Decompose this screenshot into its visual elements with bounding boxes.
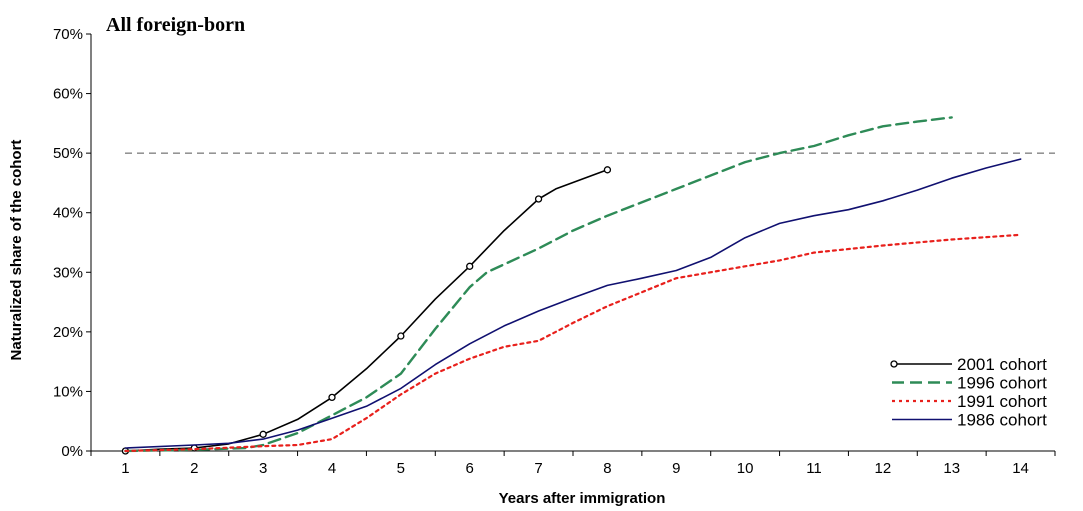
chart-title: All foreign-born	[106, 14, 245, 36]
legend-label: 1986 cohort	[957, 411, 1047, 430]
x-tick-label: 8	[603, 460, 611, 477]
legend-item: 1986 cohort	[892, 411, 1047, 430]
data-point-marker	[534, 195, 543, 203]
x-tick-label: 9	[672, 460, 680, 477]
y-tick-label: 70%	[53, 26, 83, 43]
y-tick-label: 30%	[53, 264, 83, 281]
y-tick-label: 40%	[53, 205, 83, 222]
axes: 0%10%20%30%40%50%60%70%1 2 3 4 5 6 7 8 9 10 11 12 13…	[53, 26, 1056, 477]
x-tick-label: 3	[259, 460, 267, 477]
x-tick-label: 6	[466, 460, 474, 477]
legend-item: 1991 cohort	[892, 392, 1047, 411]
x-tick-label: 12	[875, 460, 892, 477]
y-tick-label: 0%	[61, 443, 83, 460]
x-tick-label: 13	[943, 460, 960, 477]
series-1991-cohort	[124, 233, 1022, 453]
series-line	[124, 233, 1022, 453]
series-group	[121, 116, 1022, 455]
data-point-marker	[328, 393, 336, 402]
y-tick-label: 10%	[53, 383, 83, 400]
series-1996-cohort	[124, 116, 953, 453]
data-point-marker	[397, 332, 405, 340]
series-line	[124, 169, 609, 452]
x-axis-title: Years after immigration	[499, 490, 666, 506]
series-2001-cohort	[121, 166, 612, 455]
x-tick-label: 5	[397, 460, 405, 477]
legend-item: 1996 cohort	[892, 374, 1047, 393]
x-tick-label: 1	[121, 460, 129, 477]
data-point-marker	[259, 430, 267, 438]
legend-label: 1991 cohort	[957, 392, 1047, 411]
legend-label: 1996 cohort	[957, 374, 1047, 393]
x-tick-label: 10	[737, 460, 754, 477]
y-axis-title: Naturalized share of the cohort	[8, 140, 25, 361]
series-1986-cohort	[124, 158, 1022, 449]
series-line	[124, 158, 1022, 449]
x-tick-label: 14	[1012, 460, 1029, 477]
legend-marker	[890, 360, 898, 368]
y-tick-label: 60%	[53, 86, 83, 103]
y-tick-label: 20%	[53, 324, 83, 341]
legend-label: 2001 cohort	[957, 355, 1047, 374]
x-tick-label: 11	[806, 460, 822, 477]
x-tick-label: 7	[534, 460, 542, 477]
data-point-marker	[466, 262, 474, 270]
series-line	[124, 116, 953, 453]
y-tick-label: 50%	[53, 145, 83, 162]
x-tick-label: 2	[190, 460, 198, 477]
x-tick-label: 4	[328, 460, 336, 477]
legend-item: 2001 cohort	[890, 355, 1047, 374]
data-point-marker	[603, 166, 612, 174]
